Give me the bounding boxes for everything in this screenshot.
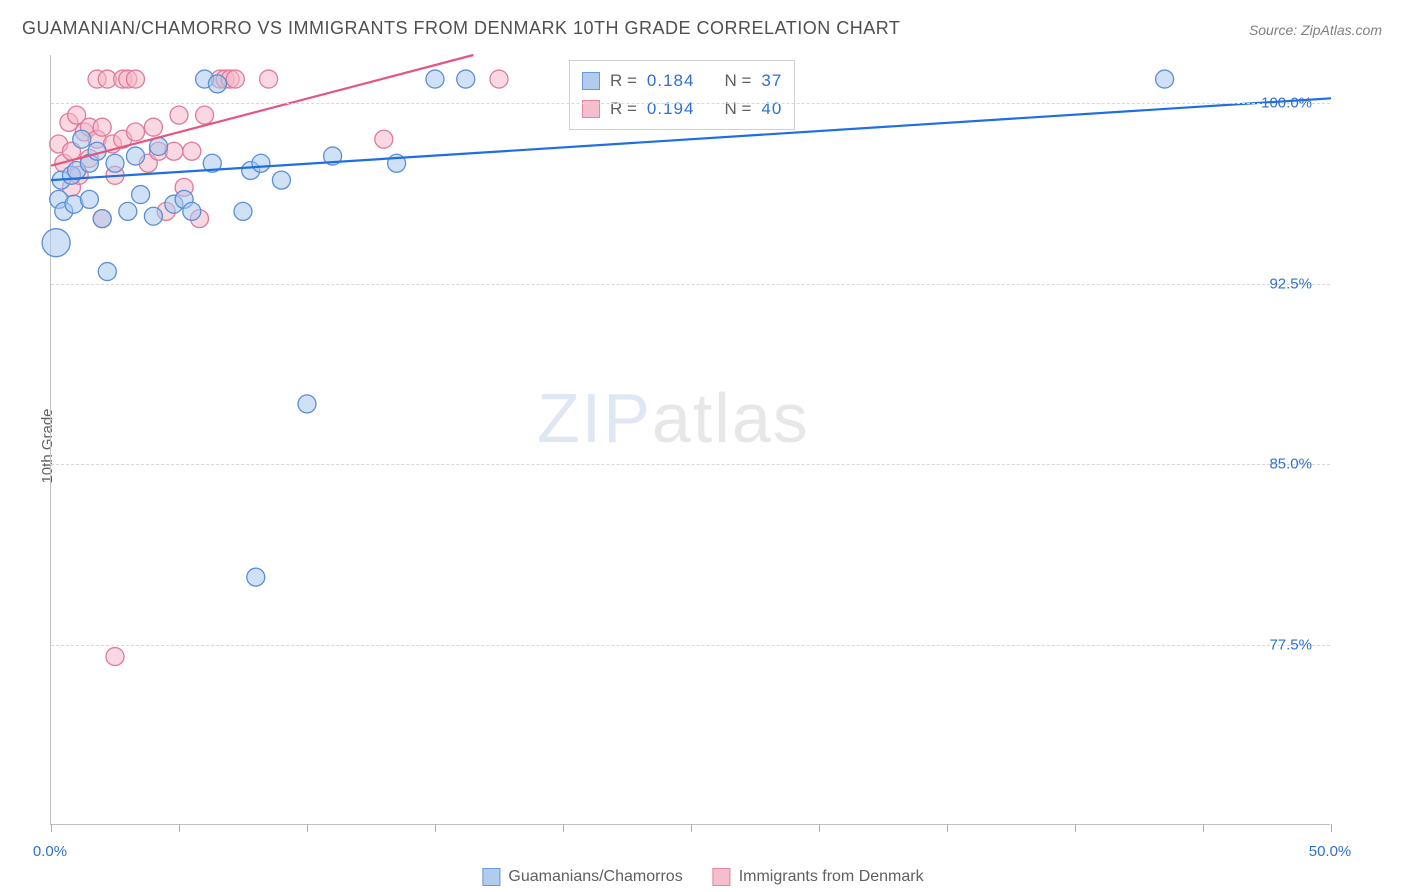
data-point (234, 202, 252, 220)
data-point (126, 147, 144, 165)
n-value-1: 37 (761, 71, 782, 91)
n-label-2: N = (724, 99, 751, 119)
xtick (51, 824, 52, 832)
data-point (247, 568, 265, 586)
data-point (1156, 70, 1174, 88)
xtick (1331, 824, 1332, 832)
chart-container: GUAMANIAN/CHAMORRO VS IMMIGRANTS FROM DE… (0, 0, 1406, 892)
ytick-label: 92.5% (1269, 275, 1312, 292)
r-value-2: 0.194 (647, 99, 695, 119)
trend-line (51, 55, 473, 166)
xtick (819, 824, 820, 832)
r-label-2: R = (610, 99, 637, 119)
data-point (272, 171, 290, 189)
data-point (196, 106, 214, 124)
data-point (426, 70, 444, 88)
data-point (226, 70, 244, 88)
bottom-swatch-2 (713, 868, 731, 886)
chart-title: GUAMANIAN/CHAMORRO VS IMMIGRANTS FROM DE… (22, 18, 900, 39)
xtick-label: 50.0% (1309, 843, 1352, 860)
data-point (126, 123, 144, 141)
r-label-1: R = (610, 71, 637, 91)
data-point (457, 70, 475, 88)
data-point (119, 202, 137, 220)
xtick (1203, 824, 1204, 832)
gridline (51, 103, 1330, 104)
data-point (252, 154, 270, 172)
xtick (179, 824, 180, 832)
bottom-legend: Guamanians/Chamorros Immigrants from Den… (482, 868, 923, 886)
legend-row-series-1: R = 0.184 N = 37 (582, 67, 782, 95)
data-point (106, 154, 124, 172)
xtick (947, 824, 948, 832)
data-point (375, 130, 393, 148)
n-label-1: N = (724, 71, 751, 91)
bottom-swatch-1 (482, 868, 500, 886)
legend-label-2: Immigrants from Denmark (739, 868, 924, 886)
legend-item-series-2: Immigrants from Denmark (713, 868, 924, 886)
swatch-series-1 (582, 72, 600, 90)
gridline (51, 284, 1330, 285)
data-point (126, 70, 144, 88)
data-point (132, 186, 150, 204)
data-point (170, 106, 188, 124)
data-point (106, 648, 124, 666)
data-point (260, 70, 278, 88)
data-point (144, 207, 162, 225)
data-point (183, 202, 201, 220)
chart-svg (51, 55, 1330, 824)
gridline (51, 464, 1330, 465)
plot-area: ZIPatlas R = 0.184 N = 37 R = 0.194 N = … (50, 55, 1330, 825)
n-value-2: 40 (761, 99, 782, 119)
r-value-1: 0.184 (647, 71, 695, 91)
xtick (435, 824, 436, 832)
ytick-label: 77.5% (1269, 636, 1312, 653)
legend-item-series-1: Guamanians/Chamorros (482, 868, 682, 886)
gridline (51, 645, 1330, 646)
data-point (183, 142, 201, 160)
data-point (93, 118, 111, 136)
data-point (298, 395, 316, 413)
source-label: Source: ZipAtlas.com (1249, 22, 1382, 38)
data-point (80, 190, 98, 208)
data-point (98, 263, 116, 281)
data-point (490, 70, 508, 88)
correlation-legend: R = 0.184 N = 37 R = 0.194 N = 40 (569, 60, 795, 130)
xtick (307, 824, 308, 832)
data-point (208, 75, 226, 93)
xtick (691, 824, 692, 832)
data-point (73, 130, 91, 148)
ytick-label: 100.0% (1261, 95, 1312, 112)
ytick-label: 85.0% (1269, 456, 1312, 473)
legend-label-1: Guamanians/Chamorros (508, 868, 682, 886)
data-point (93, 210, 111, 228)
xtick (1075, 824, 1076, 832)
data-point (144, 118, 162, 136)
xtick (563, 824, 564, 832)
legend-row-series-2: R = 0.194 N = 40 (582, 95, 782, 123)
xtick-label: 0.0% (33, 843, 67, 860)
data-point (42, 229, 70, 257)
